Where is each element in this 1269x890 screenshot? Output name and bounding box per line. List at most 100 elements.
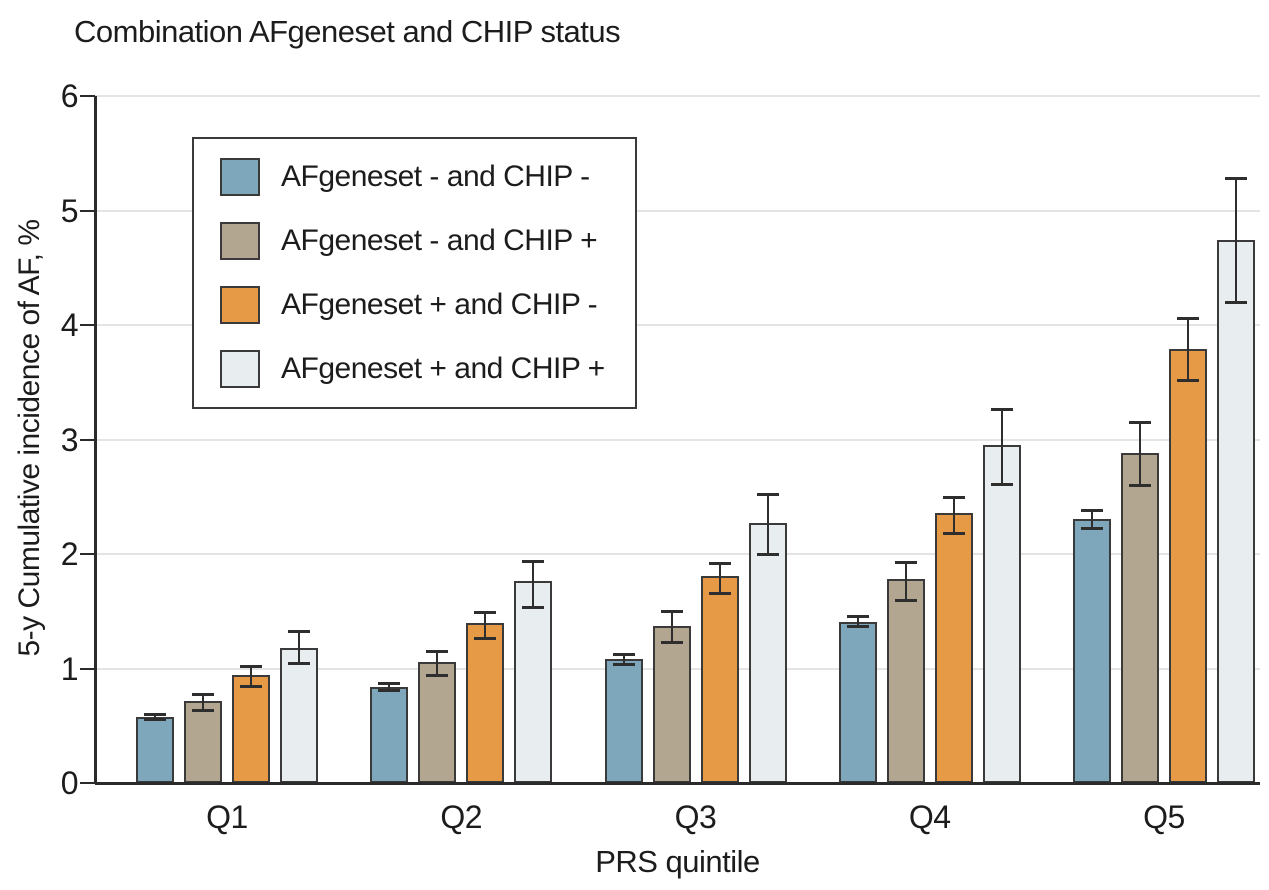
bar-q4-series2 — [886, 579, 925, 783]
error-bar-cap-top — [660, 610, 683, 614]
error-bar-cap-bottom — [894, 598, 917, 602]
y-tick-label-6: 6 — [60, 78, 79, 114]
bar-q5-series4 — [1217, 240, 1255, 783]
y-tick-5 — [80, 209, 95, 212]
error-bar-cap-bottom — [612, 662, 635, 666]
error-bar-cap-bottom — [846, 625, 869, 629]
error-bar-cap-top — [612, 652, 635, 656]
legend-swatch-series3 — [220, 286, 260, 324]
error-bar-cap-bottom — [426, 674, 449, 678]
error-bar-stem — [622, 653, 625, 664]
y-axis-line — [94, 96, 97, 783]
error-bar-cap-top — [240, 665, 262, 669]
y-tick-4 — [80, 324, 95, 326]
bar-q2-series1 — [370, 686, 409, 783]
y-tick-label-1: 1 — [60, 650, 79, 687]
error-bar-cap-top — [942, 495, 965, 499]
y-tick-2 — [80, 553, 95, 555]
legend-label-series1: AFgeneset - and CHIP - — [281, 160, 590, 193]
error-bar-stem — [1091, 510, 1093, 528]
bar-q1-series2 — [184, 700, 222, 783]
bar-q1-series3 — [232, 675, 270, 783]
error-bar-cap-bottom — [990, 483, 1013, 487]
error-bar-cap-bottom — [240, 684, 262, 688]
legend-item-series2: AFgeneset - and CHIP + — [220, 222, 605, 260]
bar-q3-series3 — [700, 575, 739, 783]
error-bar-stem — [484, 612, 487, 638]
y-tick-1 — [80, 667, 95, 670]
error-bar-stem — [670, 611, 673, 643]
bar-q2-series2 — [418, 661, 457, 783]
legend-label-series2: AFgeneset - and CHIP + — [281, 224, 598, 257]
error-bar-stem — [1139, 422, 1141, 486]
error-bar-stem — [202, 693, 204, 710]
error-bar-cap-top — [1081, 509, 1103, 513]
error-bar-cap-top — [846, 614, 869, 618]
error-bar-cap-top — [522, 559, 545, 563]
legend: AFgeneset - and CHIP - AFgeneset - and CH… — [192, 137, 637, 409]
error-bar-stem — [298, 630, 300, 663]
gridline-y6 — [95, 95, 1260, 97]
bar-q4-series1 — [838, 621, 877, 783]
error-bar-stem — [718, 563, 721, 593]
error-bar-cap-bottom — [660, 641, 683, 645]
error-bar-stem — [1187, 318, 1189, 380]
error-bar-cap-bottom — [522, 605, 545, 609]
bar-q5-series2 — [1121, 453, 1159, 783]
error-bar-cap-bottom — [1225, 301, 1247, 305]
bar-q3-series1 — [604, 659, 643, 783]
error-bar-stem — [532, 560, 535, 607]
y-tick-0 — [80, 782, 95, 784]
gridline-y5 — [95, 209, 1260, 212]
legend-swatch-series1 — [220, 158, 260, 196]
error-bar-cap-top — [288, 629, 310, 633]
y-tick-6 — [80, 95, 95, 97]
legend-item-series4: AFgeneset + and CHIP + — [220, 350, 605, 388]
chart-title: Combination AFgeneset and CHIP status — [74, 14, 621, 49]
x-tick-label-q1: Q1 — [206, 799, 248, 835]
error-bar-stem — [766, 494, 769, 554]
x-axis-label: PRS quintile — [595, 844, 760, 879]
error-bar-cap-top — [756, 493, 779, 497]
error-bar-cap-top — [426, 650, 449, 654]
error-bar-cap-bottom — [942, 532, 965, 536]
bar-q5-series1 — [1073, 518, 1111, 783]
error-bar-cap-bottom — [378, 689, 401, 693]
gridline-y4 — [95, 324, 1260, 326]
x-axis-line — [95, 782, 1260, 785]
legend-label-series3: AFgeneset + and CHIP - — [281, 288, 598, 321]
error-bar-cap-bottom — [144, 717, 166, 721]
error-bar-cap-top — [474, 611, 497, 615]
error-bar-stem — [154, 714, 156, 719]
error-bar-cap-top — [708, 562, 731, 566]
y-tick-label-5: 5 — [60, 192, 79, 229]
bar-q3-series4 — [748, 523, 787, 783]
bar-q2-series3 — [466, 622, 505, 783]
x-tick-label-q5: Q5 — [1143, 799, 1185, 835]
error-bar-cap-bottom — [474, 636, 497, 640]
error-bar-cap-bottom — [1177, 378, 1199, 382]
error-bar-stem — [1235, 178, 1237, 303]
error-bar-stem — [904, 562, 907, 600]
x-tick-label-q2: Q2 — [440, 799, 483, 835]
error-bar-stem — [952, 496, 955, 534]
bar-q3-series2 — [652, 626, 691, 783]
error-bar-cap-bottom — [708, 591, 731, 595]
y-tick-label-4: 4 — [60, 307, 79, 343]
y-tick-3 — [80, 438, 95, 441]
bar-q4-series3 — [934, 512, 973, 783]
legend-item-series1: AFgeneset - and CHIP - — [220, 158, 605, 196]
error-bar-stem — [436, 651, 439, 676]
y-tick-label-0: 0 — [60, 765, 79, 801]
y-tick-label-2: 2 — [60, 536, 79, 572]
bar-q4-series4 — [982, 445, 1021, 783]
error-bar-cap-bottom — [288, 661, 310, 665]
error-bar-cap-top — [192, 692, 214, 696]
error-bar-stem — [250, 666, 252, 686]
gridline-y3 — [95, 438, 1260, 441]
legend-label-series4: AFgeneset + and CHIP + — [281, 352, 605, 385]
error-bar-cap-bottom — [756, 553, 779, 556]
error-bar-cap-bottom — [1129, 484, 1151, 488]
legend-item-series3: AFgeneset + and CHIP - — [220, 286, 605, 324]
error-bar-stem — [388, 683, 391, 691]
